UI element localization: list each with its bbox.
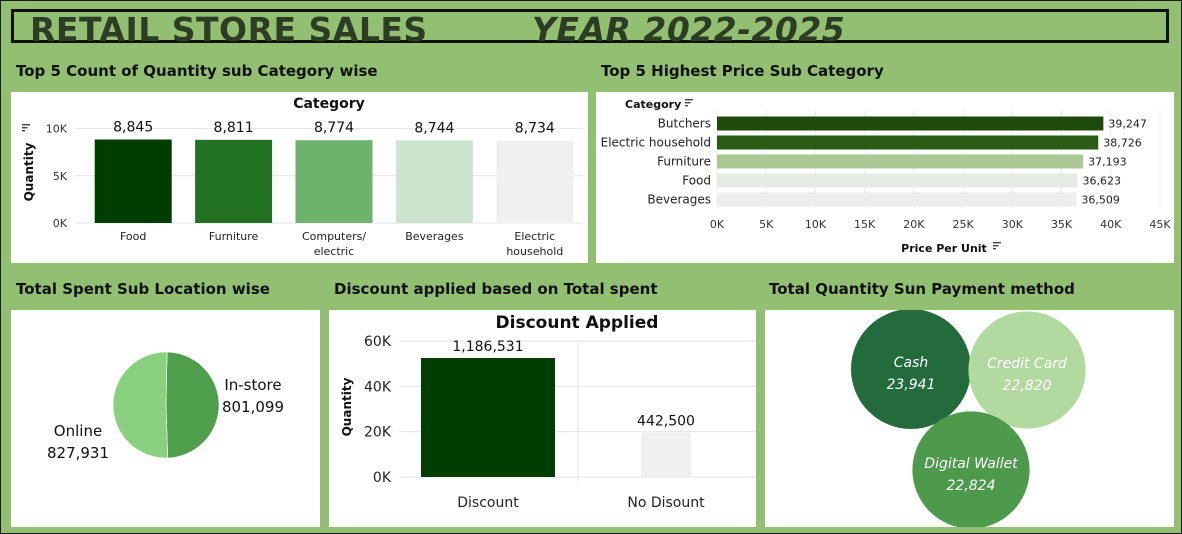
x-tick-label: household <box>506 245 563 258</box>
bar <box>94 139 172 223</box>
y-tick-label: 10K <box>46 123 68 136</box>
x-tick-label: 30K <box>1002 218 1024 231</box>
x-tick-label: Computers/ <box>302 230 366 243</box>
x-tick-label: 15K <box>854 218 876 231</box>
bar-value-label: 8,811 <box>214 120 254 136</box>
y-tick-label: 0K <box>373 470 392 486</box>
bubble-label: Digital Wallet <box>924 456 1018 472</box>
bar-value-label: 38,726 <box>1103 137 1142 150</box>
sort-icon <box>22 124 30 132</box>
pie-value-label: 827,931 <box>47 444 109 462</box>
chart-title: Category <box>293 96 365 112</box>
pie-slice <box>112 351 168 459</box>
pie-label: Online <box>54 422 102 440</box>
x-tick-label: 40K <box>1100 218 1122 231</box>
bar-value-label: 36,509 <box>1081 194 1120 207</box>
bar-value-label: 442,500 <box>637 414 695 430</box>
bubble-label: Cash <box>894 355 929 371</box>
section-title-qty-category: Top 5 Count of Quantity sub Category wis… <box>16 62 378 80</box>
discount-chart: Discount Applied Quantity 0K 20K 40K 60K 1,186… <box>340 313 756 511</box>
bubble-value-label: 22,820 <box>1003 378 1052 394</box>
bar-value-label: 36,623 <box>1083 175 1122 188</box>
bar-value-label: 39,247 <box>1108 118 1147 131</box>
y-tick-label: 40K <box>364 379 392 395</box>
bubble <box>968 311 1086 429</box>
x-tick-label: Food <box>120 230 146 243</box>
pie-label: In-store <box>224 376 281 394</box>
bar <box>717 173 1078 188</box>
bar <box>641 432 691 477</box>
y-tick-label: 0K <box>53 217 68 230</box>
bar-value-label: 8,845 <box>113 120 153 136</box>
price-category-panel: Category 0K 5K 10K 15K 20K 25K 30K 35K 40K 45K Butc… <box>596 92 1174 263</box>
bubble-label: Credit Card <box>987 356 1067 372</box>
bar <box>395 140 473 223</box>
spent-location-panel: In-store 801,099 Online 827,931 <box>11 310 320 527</box>
bar-value-label: 1,186,531 <box>452 339 523 355</box>
bar <box>496 140 574 223</box>
x-tick-label: 20K <box>903 218 925 231</box>
section-title-discount: Discount applied based on Total spent <box>334 280 658 298</box>
category-label: Furniture <box>657 155 711 169</box>
x-tick-label: Beverages <box>405 230 464 243</box>
price-category-chart: Category 0K 5K 10K 15K 20K 25K 30K 35K 40K 45K Butc… <box>601 98 1172 255</box>
category-label: Electric household <box>601 136 711 150</box>
pie-slice <box>165 351 220 459</box>
payment-bubble-chart: Cash 23,941 Credit Card 22,820 Digital Walle… <box>851 309 1086 529</box>
y-axis-label: Quantity <box>22 142 36 201</box>
x-tick-label: 5K <box>759 218 774 231</box>
pie-value-label: 801,099 <box>222 398 284 416</box>
bar <box>717 192 1077 207</box>
x-tick-label: No Disount <box>627 495 705 511</box>
y-tick-label: 20K <box>364 425 392 441</box>
dashboard-year-range: YEAR 2022-2025 <box>532 10 846 49</box>
x-tick-label: 35K <box>1051 218 1073 231</box>
chart-title: Discount Applied <box>496 313 659 333</box>
y-tick-label: 5K <box>53 170 68 183</box>
bar-value-label: 37,193 <box>1088 156 1127 169</box>
qty-category-chart: Category Quantity 0K 5K 10K 8,845 Food 8,811 Fur… <box>22 96 583 258</box>
bar <box>717 116 1104 131</box>
y-tick-label: 60K <box>364 334 392 350</box>
x-tick-label: Electric <box>514 230 555 243</box>
bar-value-label: 8,734 <box>515 121 555 137</box>
x-tick-label: 45K <box>1149 218 1171 231</box>
bubble-value-label: 22,824 <box>947 478 996 494</box>
category-header: Category <box>625 98 681 111</box>
bar <box>717 154 1084 169</box>
x-tick-label: Furniture <box>209 230 259 243</box>
y-axis-label: Quantity <box>340 377 354 436</box>
bar <box>295 140 373 223</box>
x-sort-icon <box>993 242 1001 250</box>
x-tick-label: 10K <box>805 218 827 231</box>
category-label: Food <box>682 174 711 188</box>
bar <box>717 135 1099 150</box>
x-tick-label: Discount <box>457 495 519 511</box>
category-sort-icon <box>685 99 693 107</box>
bar-value-label: 8,774 <box>314 120 354 136</box>
x-tick-label: 25K <box>953 218 975 231</box>
bar <box>421 358 555 477</box>
spent-location-pie: In-store 801,099 Online 827,931 <box>47 351 284 462</box>
x-tick-label: electric <box>314 245 355 258</box>
bubble-value-label: 23,941 <box>887 377 936 393</box>
category-label: Butchers <box>658 117 711 131</box>
bar-value-label: 8,744 <box>414 120 454 136</box>
section-title-spent-location: Total Spent Sub Location wise <box>16 280 270 298</box>
x-tick-label: 0K <box>710 218 725 231</box>
payment-panel: Cash 23,941 Credit Card 22,820 Digital Walle… <box>765 309 1174 529</box>
section-title-payment: Total Quantity Sun Payment method <box>769 280 1075 298</box>
qty-category-panel: Category Quantity 0K 5K 10K 8,845 Food 8,811 Fur… <box>11 92 588 263</box>
category-label: Beverages <box>647 193 711 207</box>
section-title-price-category: Top 5 Highest Price Sub Category <box>601 62 884 80</box>
x-axis-label: Price Per Unit <box>901 242 987 255</box>
dashboard-title: RETAIL STORE SALES <box>30 10 428 49</box>
bar <box>195 139 273 223</box>
title-bar: RETAIL STORE SALES YEAR 2022-2025 <box>11 9 1169 49</box>
discount-panel: Discount Applied Quantity 0K 20K 40K 60K 1,186… <box>329 310 756 527</box>
bubble <box>912 411 1030 529</box>
bubble <box>851 309 971 429</box>
